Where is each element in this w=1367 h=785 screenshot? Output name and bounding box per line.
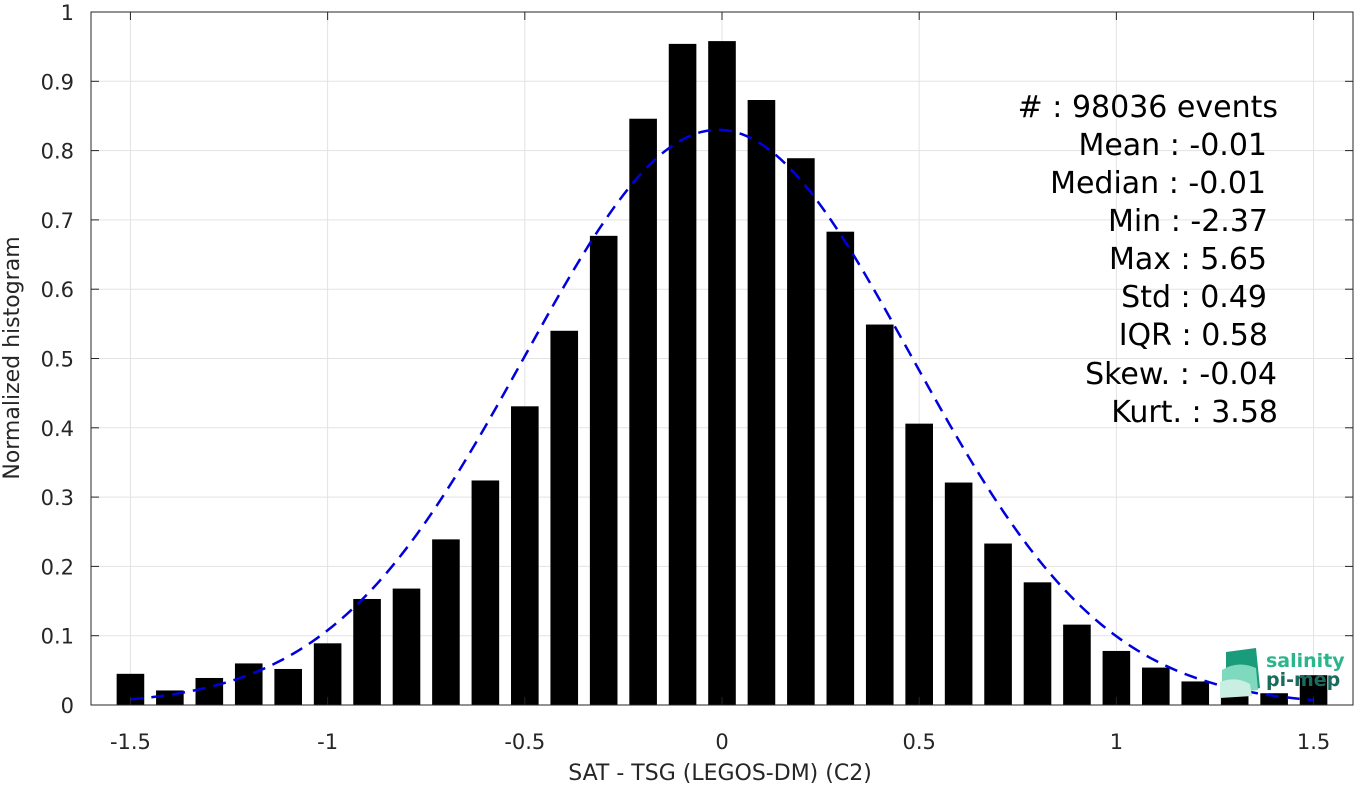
- histogram-bar: [787, 158, 815, 705]
- x-tick-label: 1: [1110, 730, 1123, 754]
- gaussian-fit-curve: [130, 128, 1314, 702]
- logo-salinity-text: salinity: [1266, 650, 1345, 672]
- stats-skew: Skew. : -0.04: [1085, 357, 1277, 392]
- y-tick-label: 1: [61, 1, 74, 25]
- y-tick-label: 0.2: [41, 555, 74, 579]
- histogram-bar: [826, 231, 855, 705]
- histogram-bar: [550, 330, 579, 705]
- stats-kurt: Kurt. : 3.58: [1111, 395, 1278, 430]
- histogram-bar: [313, 643, 342, 705]
- histogram-bars: [116, 41, 1328, 706]
- y-tick-label: 0.9: [41, 70, 74, 94]
- histogram-bar: [668, 43, 697, 706]
- histogram-bar: [944, 482, 973, 705]
- y-tick-label: 0.8: [41, 140, 74, 164]
- histogram-bar: [432, 539, 460, 705]
- histogram-bar: [629, 118, 657, 706]
- y-tick-label: 0.6: [41, 278, 74, 302]
- stats-std: Std : 0.49: [1121, 280, 1267, 315]
- x-tick-label: -1: [317, 730, 338, 754]
- stats-mean: Mean : -0.01: [1078, 128, 1267, 163]
- histogram-bar: [747, 100, 776, 706]
- y-tick-label: 0.5: [41, 348, 74, 372]
- stats-annotation: # : 98036 events Mean : -0.01 Median : -…: [1018, 90, 1278, 430]
- stats-iqr: IQR : 0.58: [1119, 318, 1268, 353]
- histogram-bar: [195, 677, 224, 705]
- y-tick-label: 0.3: [41, 486, 74, 510]
- stats-max: Max : 5.65: [1109, 242, 1267, 277]
- histogram-bar: [1063, 624, 1091, 705]
- stats-median: Median : -0.01: [1050, 166, 1266, 201]
- x-tick-label: 1.5: [1297, 730, 1330, 754]
- histogram-bar: [392, 588, 421, 705]
- x-axis-label: SAT - TSG (LEGOS-DM) (C2): [568, 761, 872, 785]
- salinity-pi-mep-logo: salinity pi-mep: [1220, 648, 1345, 698]
- x-axis-ticks: -1.5 -1 -0.5 0 0.5 1 1.5: [110, 12, 1330, 754]
- histogram-bar: [471, 480, 500, 705]
- y-tick-label: 0.4: [41, 417, 74, 441]
- stats-min: Min : -2.37: [1108, 204, 1268, 239]
- x-tick-label: -1.5: [110, 730, 151, 754]
- x-tick-label: 0.5: [902, 730, 935, 754]
- histogram-bar: [984, 543, 1012, 705]
- logo-wave-icon: [1220, 648, 1260, 698]
- x-tick-label: -0.5: [504, 730, 545, 754]
- histogram-bar: [1181, 681, 1210, 705]
- histogram-bar: [865, 324, 894, 705]
- logo-pimep-text: pi-mep: [1266, 669, 1340, 691]
- y-tick-label: 0: [61, 694, 74, 718]
- y-tick-label: 0.7: [41, 209, 74, 233]
- stats-events: # : 98036 events: [1018, 90, 1278, 125]
- y-tick-label: 0.1: [41, 625, 74, 649]
- histogram-bar: [511, 406, 539, 705]
- histogram-bar: [1142, 667, 1170, 705]
- histogram-bar: [708, 41, 736, 705]
- histogram-bar: [1023, 582, 1052, 705]
- histogram-bar: [1102, 650, 1131, 705]
- histogram-bar: [905, 423, 933, 705]
- y-axis-label: Normalized histogram: [0, 236, 25, 479]
- histogram-bar: [1260, 693, 1288, 705]
- x-tick-label: 0: [715, 730, 728, 754]
- histogram-bar: [353, 598, 381, 705]
- y-axis-ticks: 0 0.1 0.2 0.3 0.4 0.5 0.6 0.7 0.8 0.9 1: [41, 1, 1353, 718]
- histogram-bar: [274, 668, 302, 705]
- histogram-bar: [589, 235, 618, 706]
